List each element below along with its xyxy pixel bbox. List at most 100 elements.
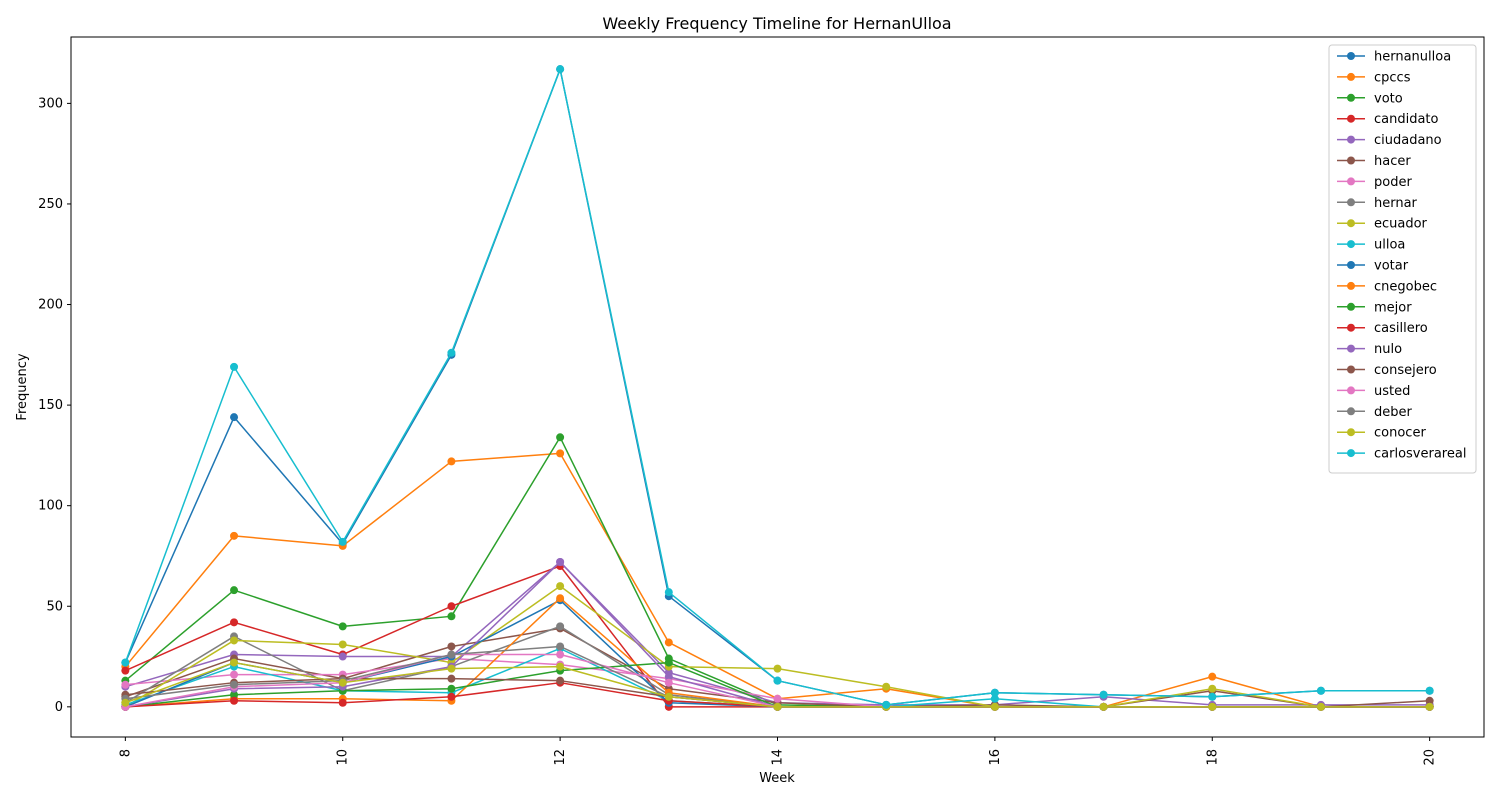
data-point-conocer: [990, 702, 999, 711]
legend-marker-candidato: [1347, 114, 1355, 123]
legend-label-candidato: candidato: [1374, 112, 1439, 127]
data-point-conocer: [230, 658, 239, 667]
x-tick-label: 14: [771, 749, 786, 766]
data-point-carlosverareal: [121, 658, 130, 667]
legend-label-consejero: consejero: [1374, 363, 1437, 378]
y-tick-label: 300: [38, 96, 63, 111]
data-point-cpccs: [556, 449, 565, 458]
data-point-conocer: [1425, 702, 1434, 711]
y-tick-label: 200: [38, 298, 63, 313]
legend-marker-carlosverareal: [1347, 449, 1355, 458]
data-point-conocer: [121, 698, 130, 707]
legend-label-hacer: hacer: [1374, 154, 1411, 169]
data-point-carlosverareal: [230, 362, 239, 371]
legend-marker-consejero: [1347, 365, 1355, 374]
y-axis: 0 50 100 150 200 250 300: [38, 96, 71, 715]
x-tick-label: 16: [988, 749, 1003, 766]
data-point-carlosverareal: [556, 65, 565, 74]
data-point-deber: [556, 642, 565, 651]
x-tick-label: 20: [1423, 749, 1438, 766]
x-axis: 8 10 12 14 16 18 20: [118, 737, 1438, 766]
data-point-conocer: [1099, 702, 1108, 711]
data-point-carlosverareal: [1099, 690, 1108, 699]
legend-marker-voto: [1347, 93, 1355, 102]
legend-marker-hacer: [1347, 156, 1355, 165]
data-point-conocer: [338, 678, 347, 687]
data-point-hernanulloa: [230, 413, 239, 422]
legend-label-mejor: mejor: [1374, 300, 1412, 315]
data-point-voto: [338, 622, 347, 631]
data-point-candidato: [121, 666, 130, 675]
legend-label-nulo: nulo: [1374, 342, 1402, 357]
legend-label-deber: deber: [1374, 405, 1413, 420]
x-tick-label: 10: [336, 749, 351, 766]
data-point-consejero: [556, 676, 565, 685]
data-point-ecuador: [773, 664, 782, 673]
legend-marker-ecuador: [1347, 219, 1355, 228]
legend-label-votar: votar: [1374, 259, 1409, 274]
legend-label-ciudadano: ciudadano: [1374, 133, 1442, 148]
data-point-conocer: [1208, 702, 1217, 711]
data-point-nulo: [664, 672, 673, 681]
legend-marker-ulloa: [1347, 240, 1355, 249]
data-point-poder: [121, 680, 130, 689]
data-point-voto: [556, 433, 565, 442]
data-point-mejor: [447, 684, 456, 693]
legend-marker-votar: [1347, 261, 1355, 269]
x-tick-label: 12: [553, 749, 568, 766]
data-point-ecuador: [882, 682, 891, 691]
data-point-ciudadano: [338, 652, 347, 661]
legend-marker-cpccs: [1347, 72, 1355, 81]
data-point-casillero: [230, 696, 239, 705]
legend-label-cnegobec: cnegobec: [1374, 279, 1437, 294]
legend-label-ulloa: ulloa: [1374, 238, 1405, 253]
legend-marker-conocer: [1347, 428, 1355, 437]
legend: hernanulloa cpccs voto candidato ciudadano ha…: [1328, 44, 1477, 474]
data-point-carlosverareal: [338, 537, 347, 546]
data-point-conocer: [1316, 702, 1325, 711]
data-point-carlosverareal: [447, 348, 456, 357]
data-point-mejor: [664, 658, 673, 667]
data-point-conocer: [447, 664, 456, 673]
data-point-candidato: [447, 602, 456, 611]
legend-label-cpccs: cpccs: [1374, 70, 1411, 85]
data-point-voto: [447, 612, 456, 621]
data-point-ecuador: [1208, 684, 1217, 693]
data-point-poder: [230, 670, 239, 679]
plot-area: [70, 36, 1485, 738]
legend-label-hernanulloa: hernanulloa: [1374, 50, 1451, 65]
chart-title: Weekly Frequency Timeline for HernanUllo…: [602, 14, 951, 33]
legend-marker-deber: [1347, 407, 1355, 416]
data-point-conocer: [664, 692, 673, 701]
y-tick-label: 150: [38, 398, 63, 413]
data-point-usted: [556, 650, 565, 659]
data-point-ecuador: [556, 582, 565, 591]
y-tick-label: 100: [38, 499, 63, 514]
legend-marker-mejor: [1347, 302, 1355, 311]
data-point-carlosverareal: [664, 588, 673, 597]
data-point-carlosverareal: [990, 688, 999, 697]
legend-box: [1328, 44, 1477, 474]
data-point-deber: [230, 680, 239, 689]
legend-marker-casillero: [1347, 323, 1355, 332]
data-point-carlosverareal: [882, 700, 891, 709]
x-axis-label: Week: [759, 771, 795, 786]
data-point-ecuador: [338, 640, 347, 649]
data-point-consejero: [447, 674, 456, 683]
legend-marker-ciudadano: [1347, 135, 1355, 144]
data-point-nulo: [556, 558, 565, 566]
y-tick-label: 250: [38, 197, 63, 212]
legend-label-usted: usted: [1374, 384, 1410, 399]
legend-marker-cnegobec: [1347, 281, 1355, 290]
data-point-casillero: [338, 698, 347, 707]
data-point-candidato: [230, 618, 239, 627]
y-tick-label: 50: [46, 599, 63, 614]
legend-label-hernar: hernar: [1374, 196, 1418, 211]
data-point-cnegobec: [556, 594, 565, 603]
data-point-carlosverareal: [1316, 686, 1325, 695]
legend-marker-hernar: [1347, 198, 1355, 207]
data-point-poder: [773, 694, 782, 703]
legend-marker-poder: [1347, 177, 1355, 186]
